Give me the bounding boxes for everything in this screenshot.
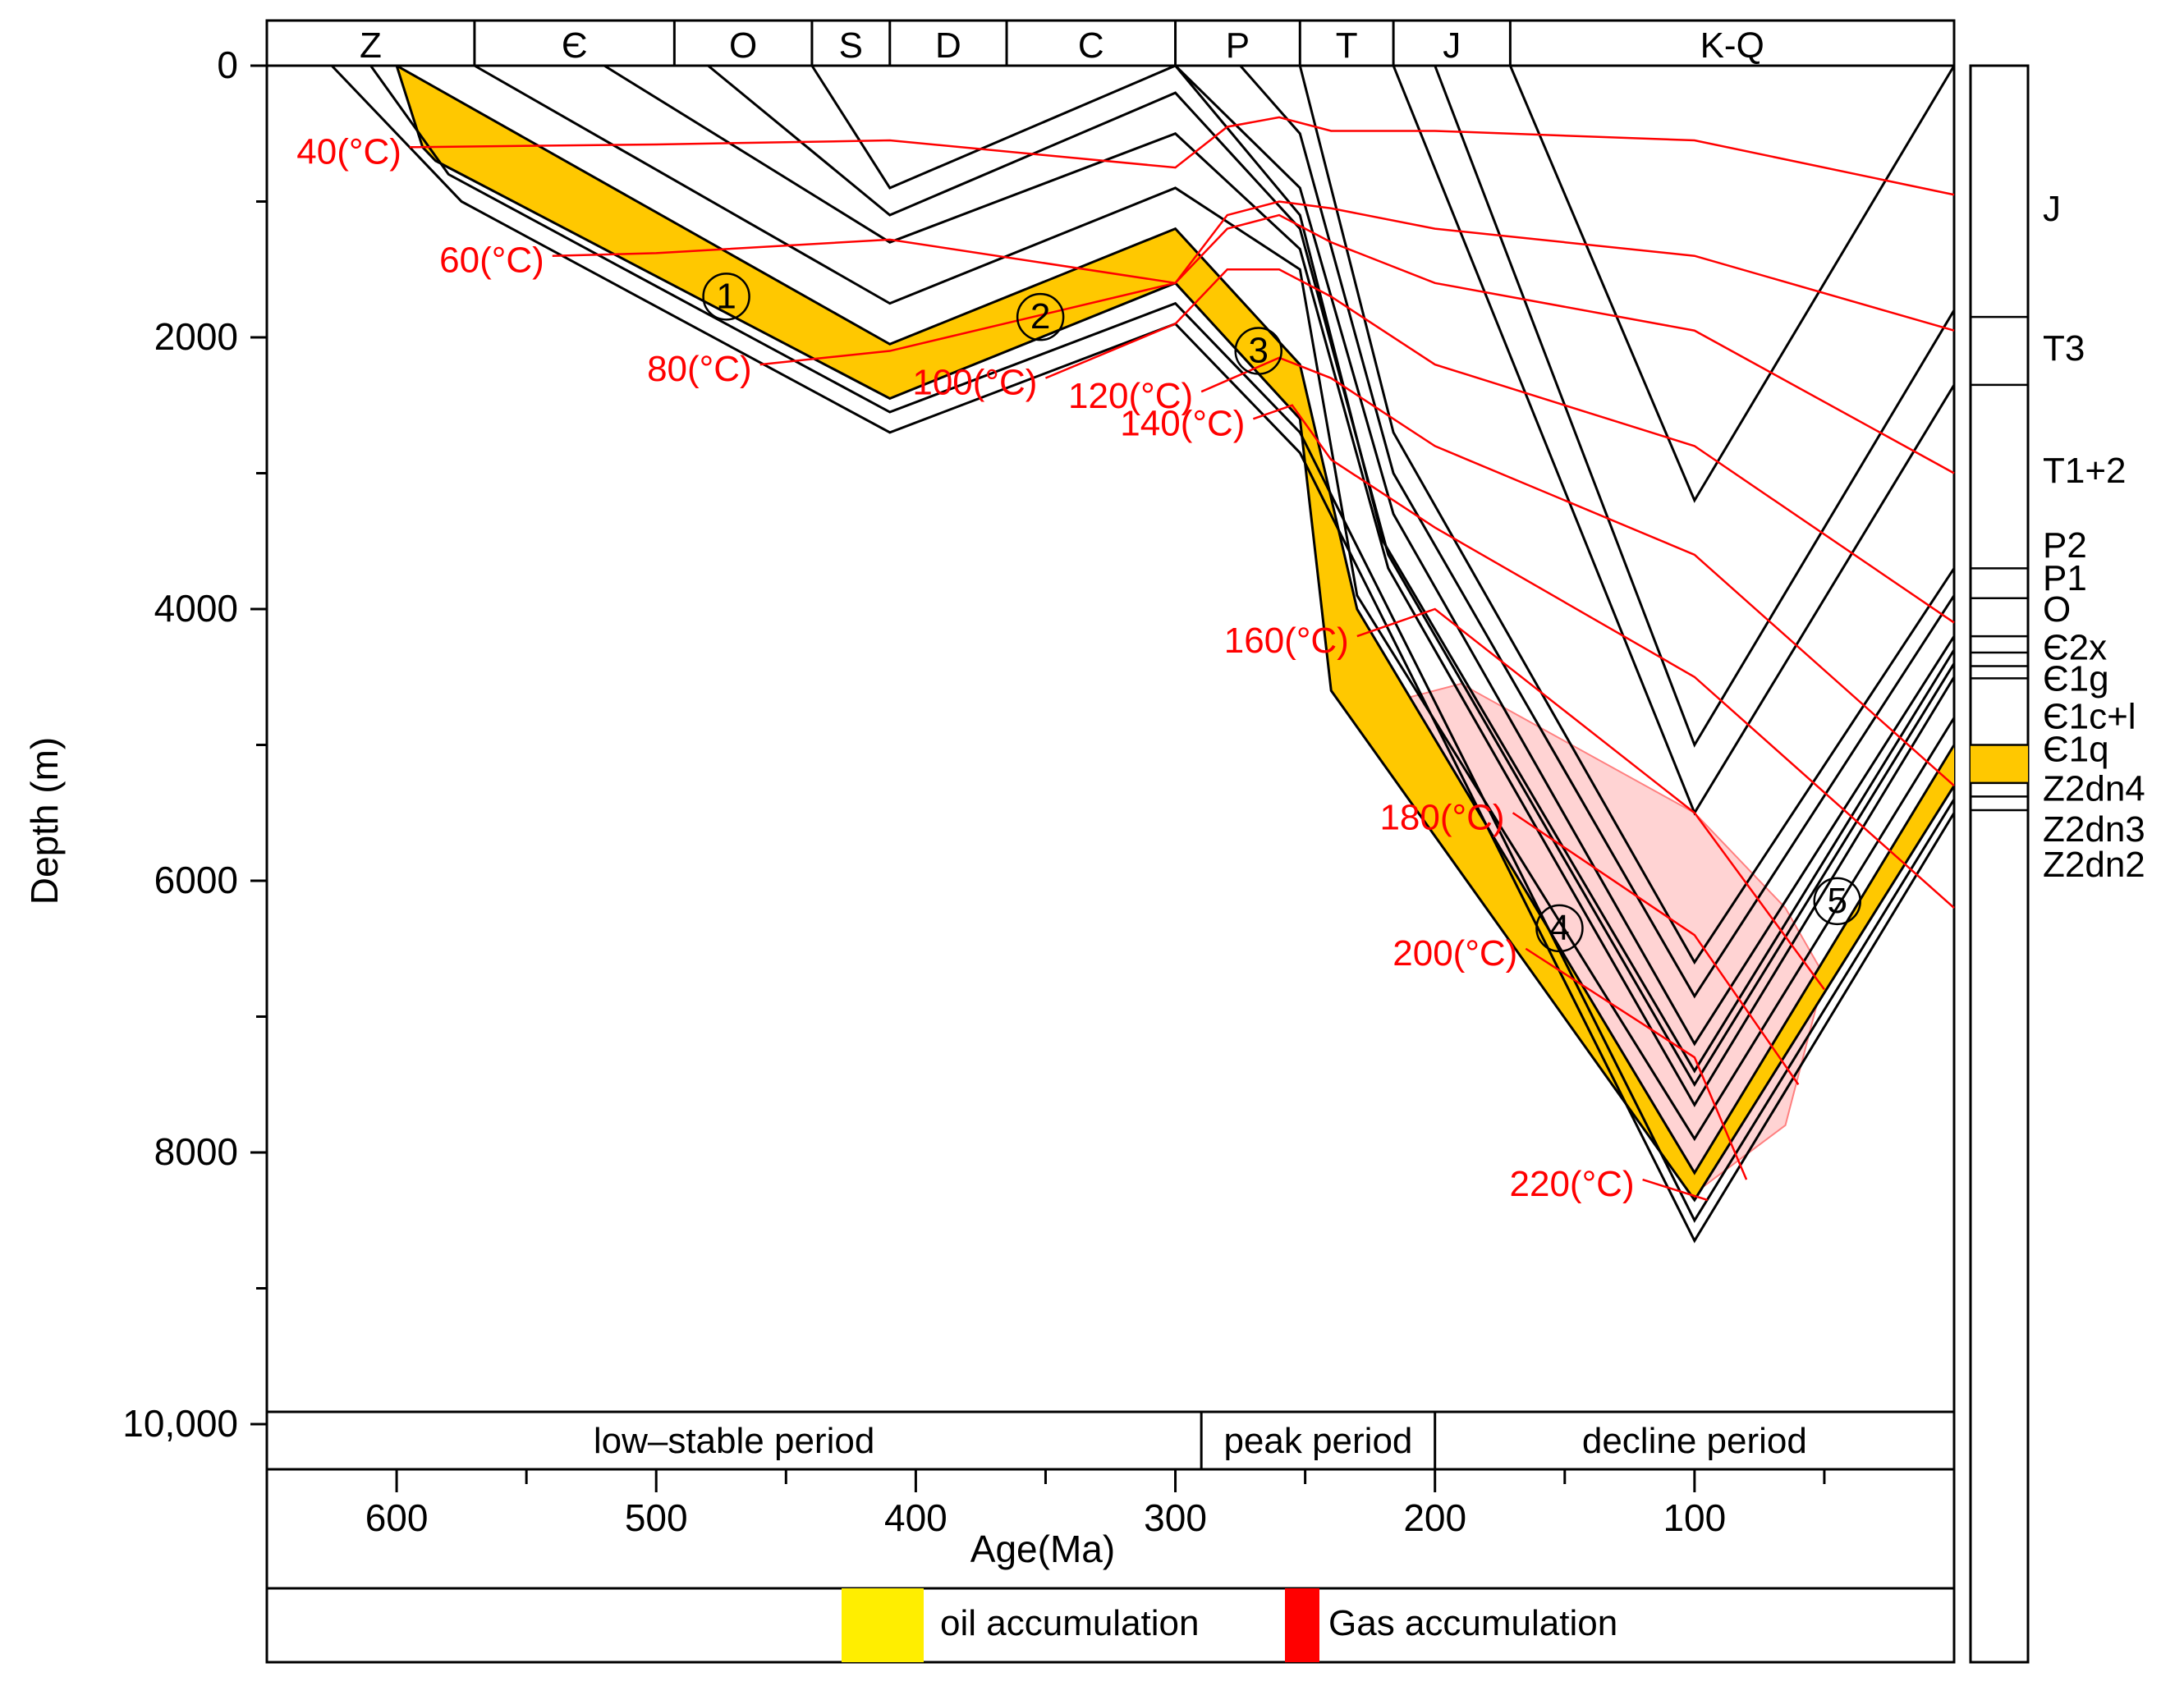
accumulation-marker-label: 1 <box>716 276 736 316</box>
strata-label: J <box>2043 189 2061 229</box>
isotherm-line <box>552 200 1955 332</box>
gas-accumulation-zone <box>1356 635 1825 1195</box>
isotherm-line <box>1356 607 1825 991</box>
isotherm-label: 120(°C) <box>1068 376 1193 416</box>
strata-label: P2 <box>2043 525 2087 566</box>
isotherm-line <box>1525 947 1748 1180</box>
period-label: P <box>1226 25 1250 66</box>
y-axis-label: Depth (m) <box>23 737 66 905</box>
period-bar: Z Є O S D C P T J K-Q <box>360 21 1764 66</box>
legend-oil-label: oil accumulation <box>940 1603 1200 1643</box>
accumulation-marker-circle <box>1535 904 1584 953</box>
oil-layer-group <box>397 66 1955 1200</box>
period-label: J <box>1443 25 1461 66</box>
x-tick-label: 200 <box>1403 1496 1466 1539</box>
strata-label: O <box>2043 589 2071 630</box>
isotherm-line <box>1512 812 1800 1085</box>
isotherm-line <box>1044 268 1955 624</box>
y-tick-label: 2000 <box>154 315 238 358</box>
burial-line-top-1g <box>707 64 1956 1088</box>
burial-line-top-j <box>1508 65 1956 503</box>
isotherm-label: 80(°C) <box>647 349 752 389</box>
isotherm-label: 100(°C) <box>912 363 1037 403</box>
accumulation-marker-circle <box>702 273 750 321</box>
isotherm-label: 140(°C) <box>1120 403 1245 443</box>
burial-line-top-2x <box>810 64 1956 1074</box>
x-tick-label: 600 <box>365 1496 429 1539</box>
isotherm-label: 220(°C) <box>1510 1164 1635 1204</box>
strata-label: Є1c+l <box>2043 697 2136 737</box>
burial-line-top-z2dn3 <box>369 65 1956 1223</box>
burial-line-top-1q <box>474 64 1956 1142</box>
y-tick-label: 0 <box>217 44 238 86</box>
period-label: S <box>839 25 863 66</box>
burial-line-top-1c-l <box>603 64 1956 1108</box>
y-tick-label: 8000 <box>154 1130 238 1173</box>
burial-line-top-t3 <box>1434 65 1956 748</box>
strata-labels: J T3 T1+2 P2P1OЄ2xЄ1gЄ1c+lЄ1qZ2dn4Z2dn3Z2dn… <box>1971 189 2145 885</box>
gas-zone-layer <box>1356 635 1825 1195</box>
tectonic-period-label: decline period <box>1582 1421 1807 1461</box>
accumulation-marker-label: 3 <box>1248 331 1268 371</box>
period-label: D <box>935 25 961 66</box>
strata-label: Є2x <box>2043 627 2107 667</box>
strata-label: Є1q <box>2043 729 2109 769</box>
strata-label: Є1g <box>2043 658 2109 699</box>
strata-label: Z2dn2 <box>2043 845 2145 885</box>
tectonic-period-label: low–stable period <box>594 1421 874 1461</box>
period-label: Є <box>562 25 588 66</box>
strata-label: Z2dn4 <box>2043 768 2145 809</box>
isotherm-label: 180(°C) <box>1379 797 1504 837</box>
legend-gas-swatch <box>1285 1588 1319 1662</box>
strata-label: T3 <box>2043 328 2085 369</box>
isotherm-label: 160(°C) <box>1224 621 1349 661</box>
x-tick-label: 300 <box>1144 1496 1207 1539</box>
isotherm-line <box>1200 356 1955 787</box>
y-tick-label: 4000 <box>154 587 238 630</box>
strata-column <box>1969 64 2030 1664</box>
legend-gas-label: Gas accumulation <box>1328 1603 1617 1643</box>
isotherm-line <box>759 213 1955 474</box>
period-label: Z <box>360 25 382 66</box>
x-tick-label: 400 <box>884 1496 947 1539</box>
isotherm-label: 40(°C) <box>296 131 401 172</box>
accumulation-marker-label: 2 <box>1030 296 1050 337</box>
burial-line-top-z2dn4 <box>396 64 1956 1175</box>
y-tick-label: 10,000 <box>122 1402 238 1445</box>
isotherm-label: 200(°C) <box>1393 933 1517 974</box>
strata-label: T1+2 <box>2043 451 2127 491</box>
burial-line-top-o <box>1174 64 1956 1047</box>
accumulation-marker-circle <box>1016 292 1065 341</box>
x-tick-label: 100 <box>1663 1496 1726 1539</box>
period-label: O <box>729 25 757 66</box>
legend-oil-swatch <box>842 1588 924 1662</box>
oil-layer-z2dn4 <box>397 66 1955 1200</box>
x-tick-label: 500 <box>625 1496 688 1539</box>
accumulation-marker-circle <box>1813 877 1861 926</box>
isotherm-lines: 40(°C)60(°C)80(°C) 100(°C) 120(°C)140(°C)1… <box>296 116 1955 1204</box>
accumulation-markers: 1 2 3 4 5 <box>702 273 1861 953</box>
axes: 0 2000 4000 6000 8000 10,000 600 500 400 300 200 10… <box>122 44 1826 1539</box>
accumulation-marker-circle <box>1234 327 1282 375</box>
y-tick-label: 6000 <box>154 859 238 901</box>
strata-label: P1 <box>2043 558 2087 598</box>
tectonic-bar: low–stable period peak period decline peri… <box>594 1412 1807 1469</box>
legend: oil accumulation Gas accumulation <box>842 1588 1617 1662</box>
strata-label: Z2dn3 <box>2043 809 2145 850</box>
accumulation-marker-label: 5 <box>1827 881 1847 921</box>
x-axis-label: Age(Ma) <box>970 1528 1115 1570</box>
period-label: T <box>1336 25 1358 66</box>
strata-oil-band <box>1971 744 2028 783</box>
isotherm-line <box>409 116 1955 196</box>
isotherm-line <box>1252 404 1955 909</box>
period-label: C <box>1078 25 1104 66</box>
isotherm-label: 60(°C) <box>439 241 544 281</box>
burial-line-top-p1 <box>1239 65 1956 999</box>
isotherm-line <box>1642 1178 1709 1202</box>
accumulation-marker-label: 4 <box>1549 908 1569 948</box>
tectonic-period-label: peak period <box>1223 1421 1412 1461</box>
period-label: K-Q <box>1700 25 1764 66</box>
